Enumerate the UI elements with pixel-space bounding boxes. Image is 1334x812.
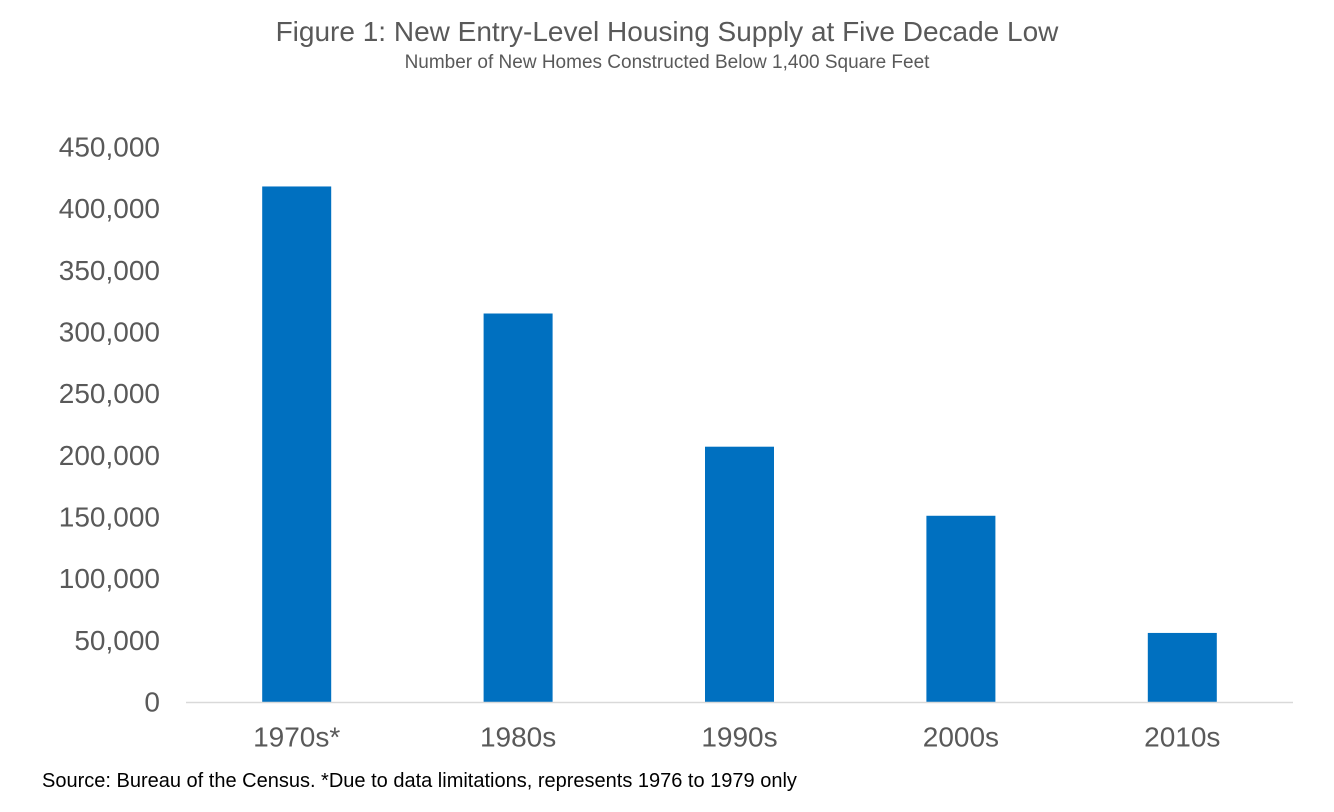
y-tick-label: 350,000: [59, 255, 160, 286]
chart-subtitle: Number of New Homes Constructed Below 1,…: [404, 52, 930, 73]
y-tick-label: 450,000: [59, 132, 160, 163]
bar-1980s: [483, 313, 553, 702]
x-tick-label: 2010s: [1144, 722, 1220, 753]
y-tick-label: 0: [144, 687, 160, 718]
y-axis-ticks: 0 50,000 100,000 150,000 200,000 250,000 300,0…: [59, 132, 160, 718]
bar-1990s: [705, 446, 774, 702]
bars: [262, 186, 1217, 702]
x-tick-label: 2000s: [923, 722, 999, 753]
chart-title: Figure 1: New Entry-Level Housing Supply…: [275, 16, 1059, 47]
bar-2010s: [1147, 632, 1217, 702]
x-tick-label: 1970s*: [253, 722, 340, 753]
x-tick-label: 1990s: [701, 722, 777, 753]
y-tick-label: 400,000: [59, 193, 160, 224]
y-tick-label: 50,000: [74, 625, 160, 656]
x-axis-ticks: 1970s* 1980s 1990s 2000s 2010s: [253, 722, 1220, 753]
bar-2000s: [926, 515, 996, 702]
y-tick-label: 100,000: [59, 563, 160, 594]
y-tick-label: 200,000: [59, 440, 160, 471]
source-note: Source: Bureau of the Census. *Due to da…: [42, 770, 797, 792]
y-tick-label: 250,000: [59, 378, 160, 409]
y-tick-label: 300,000: [59, 317, 160, 348]
x-tick-label: 1980s: [480, 722, 556, 753]
y-tick-label: 150,000: [59, 502, 160, 533]
bar-1970s: [262, 186, 332, 702]
